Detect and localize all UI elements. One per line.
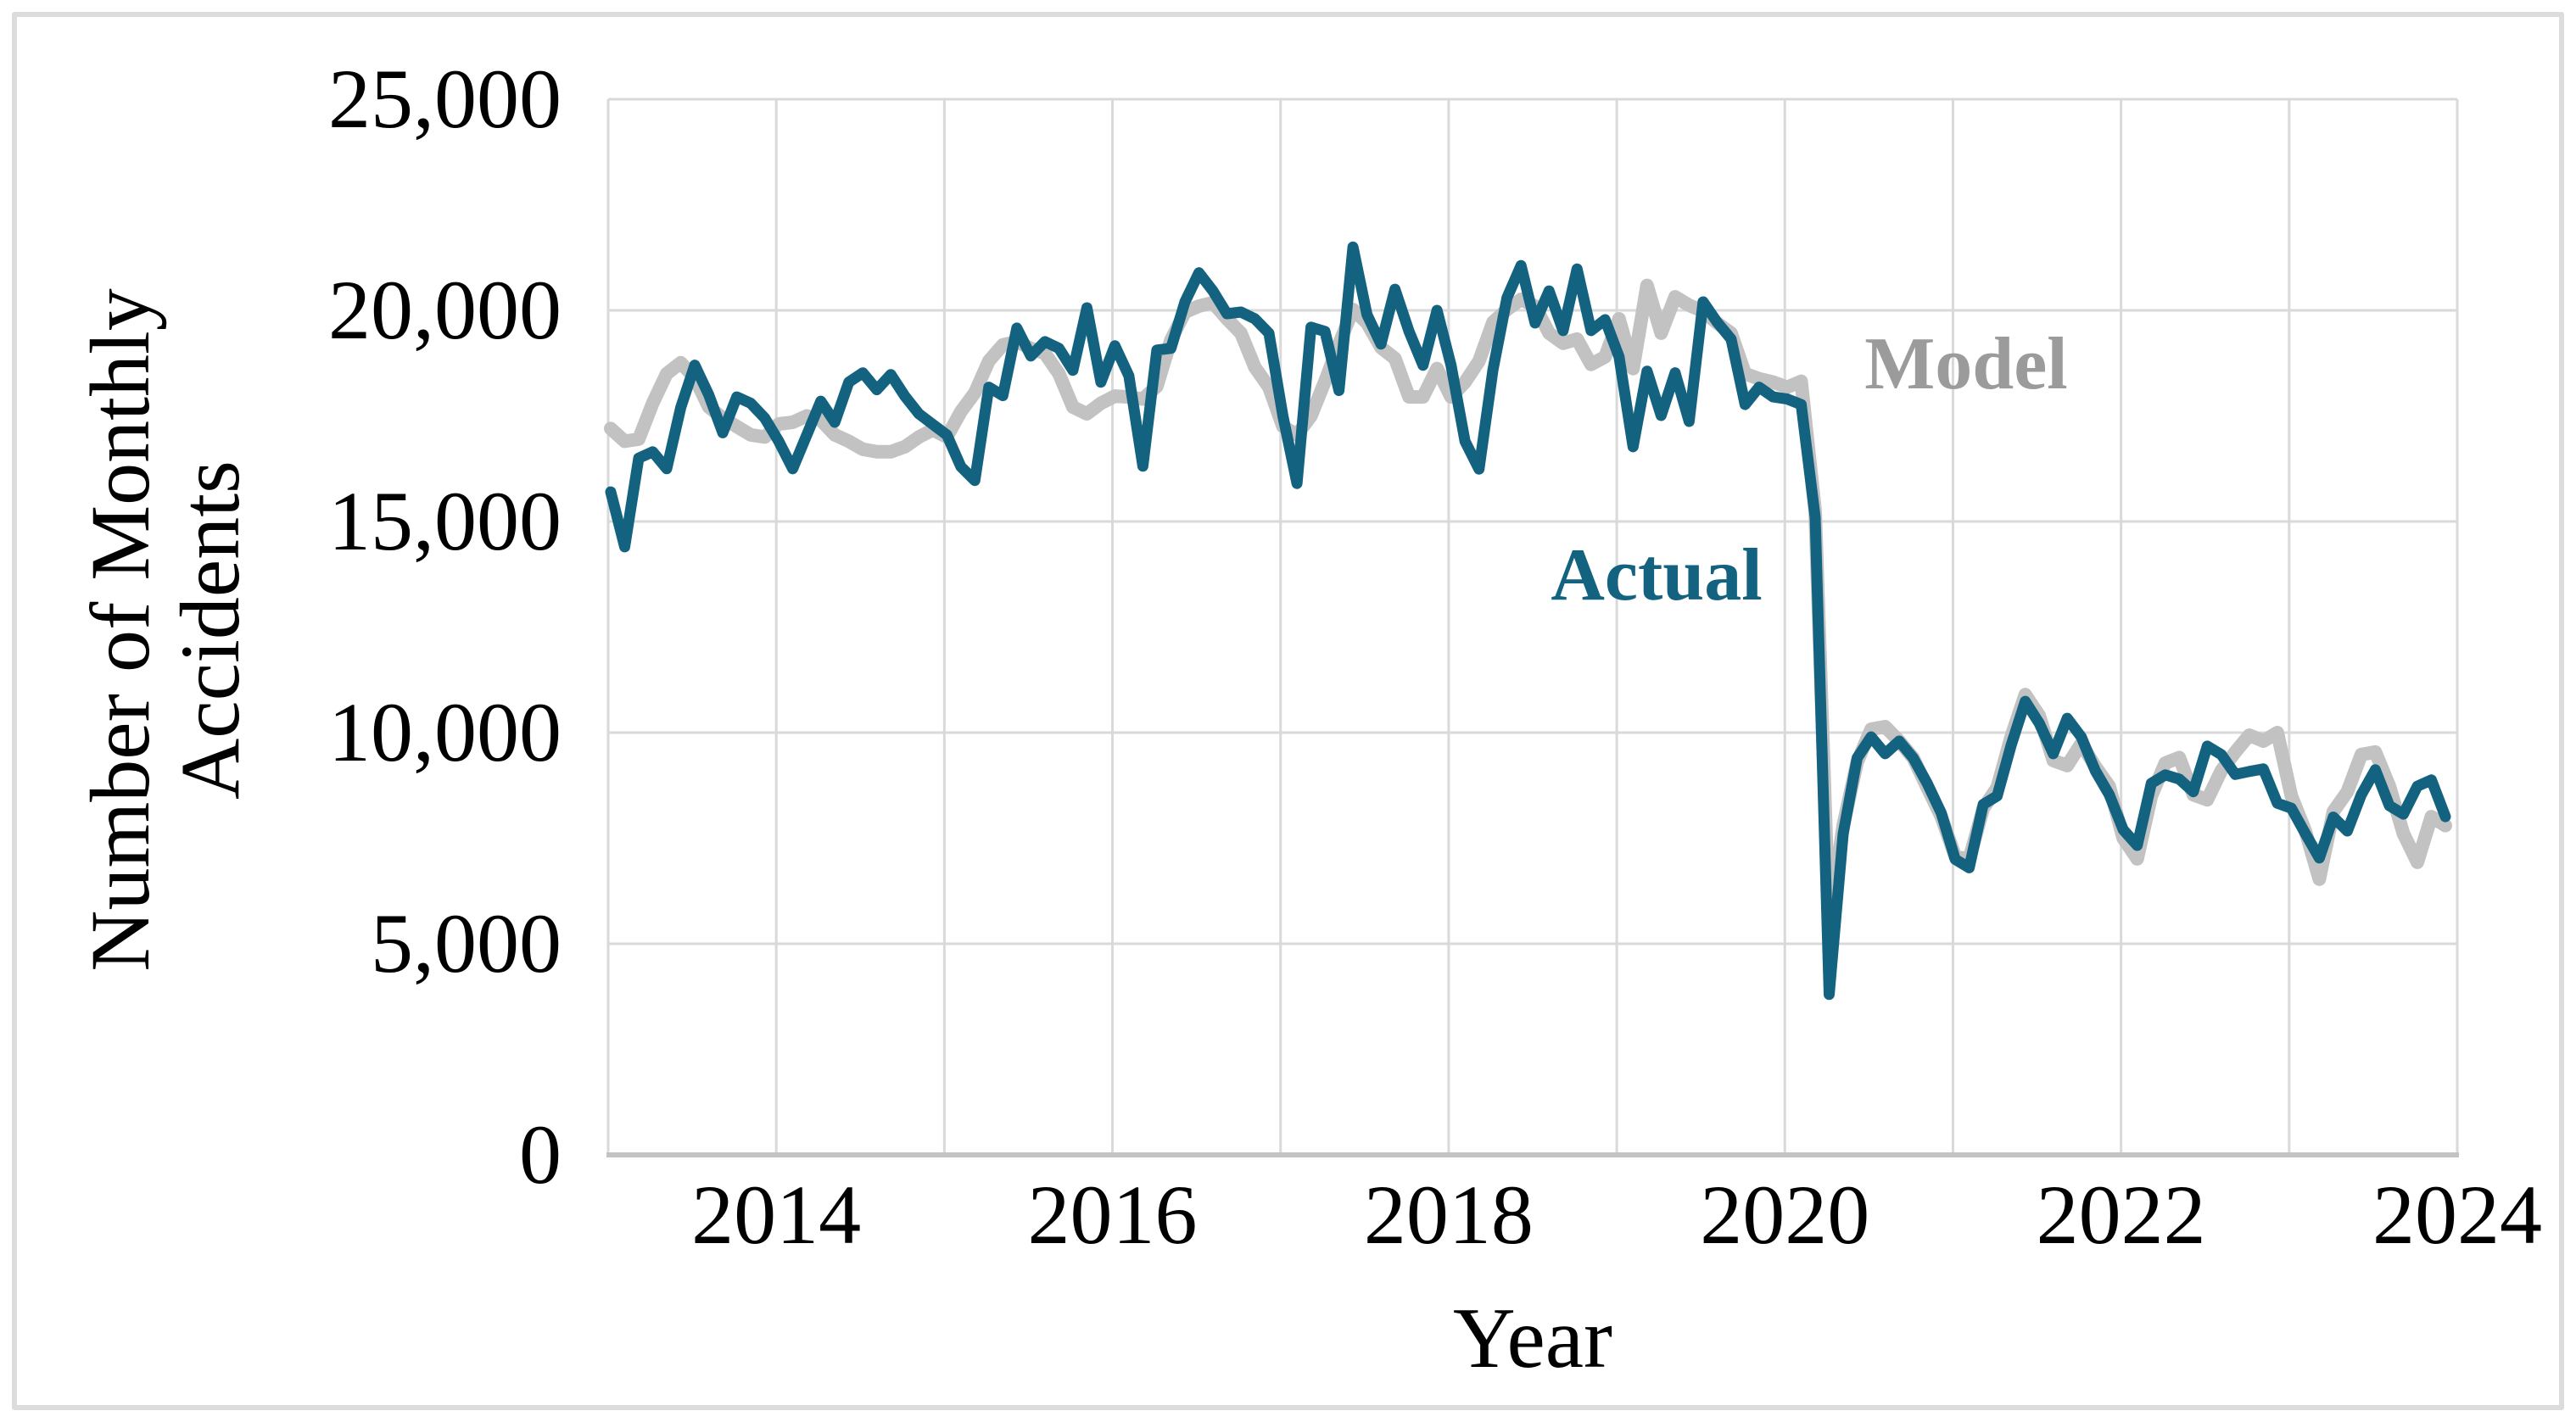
model-series-label: Model [1864,323,2068,405]
y-axis-title-line1: Number of Monthly [73,288,167,972]
x-tick-label: 2020 [1700,1168,1870,1262]
x-tick-label: 2016 [1027,1168,1198,1262]
x-tick-label: 2024 [2372,1168,2542,1262]
x-axis-title: Year [1453,1291,1612,1386]
x-tick-label: 2014 [691,1168,862,1262]
y-tick-label: 10,000 [328,685,562,779]
y-tick-label: 15,000 [328,474,562,568]
y-tick-label: 25,000 [328,52,562,146]
y-axis-title: Number of Monthly Accidents [73,36,257,1224]
x-tick-label: 2022 [2036,1168,2206,1262]
y-axis-title-line2: Accidents [163,460,257,800]
actual-line-series [605,241,2451,1001]
actual-series-label: Actual [1551,534,1763,616]
x-tick-label: 2018 [1363,1168,1534,1262]
y-tick-label: 5,000 [371,896,562,990]
y-tick-label: 0 [519,1107,562,1202]
y-tick-label: 20,000 [328,263,562,357]
